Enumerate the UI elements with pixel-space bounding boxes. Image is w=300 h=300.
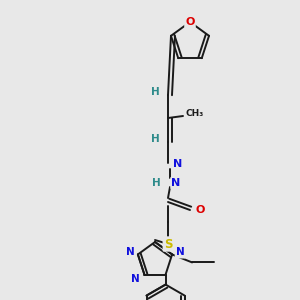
Text: H: H: [151, 87, 159, 97]
Text: H: H: [151, 134, 159, 144]
Text: O: O: [185, 17, 195, 27]
Text: N: N: [171, 178, 181, 188]
Text: H: H: [152, 178, 160, 188]
Text: S: S: [164, 238, 172, 250]
Text: O: O: [195, 205, 205, 215]
Text: N: N: [173, 159, 183, 169]
Text: N: N: [176, 248, 184, 257]
Text: CH₃: CH₃: [186, 110, 204, 118]
Text: N: N: [131, 274, 140, 284]
Text: N: N: [125, 248, 134, 257]
